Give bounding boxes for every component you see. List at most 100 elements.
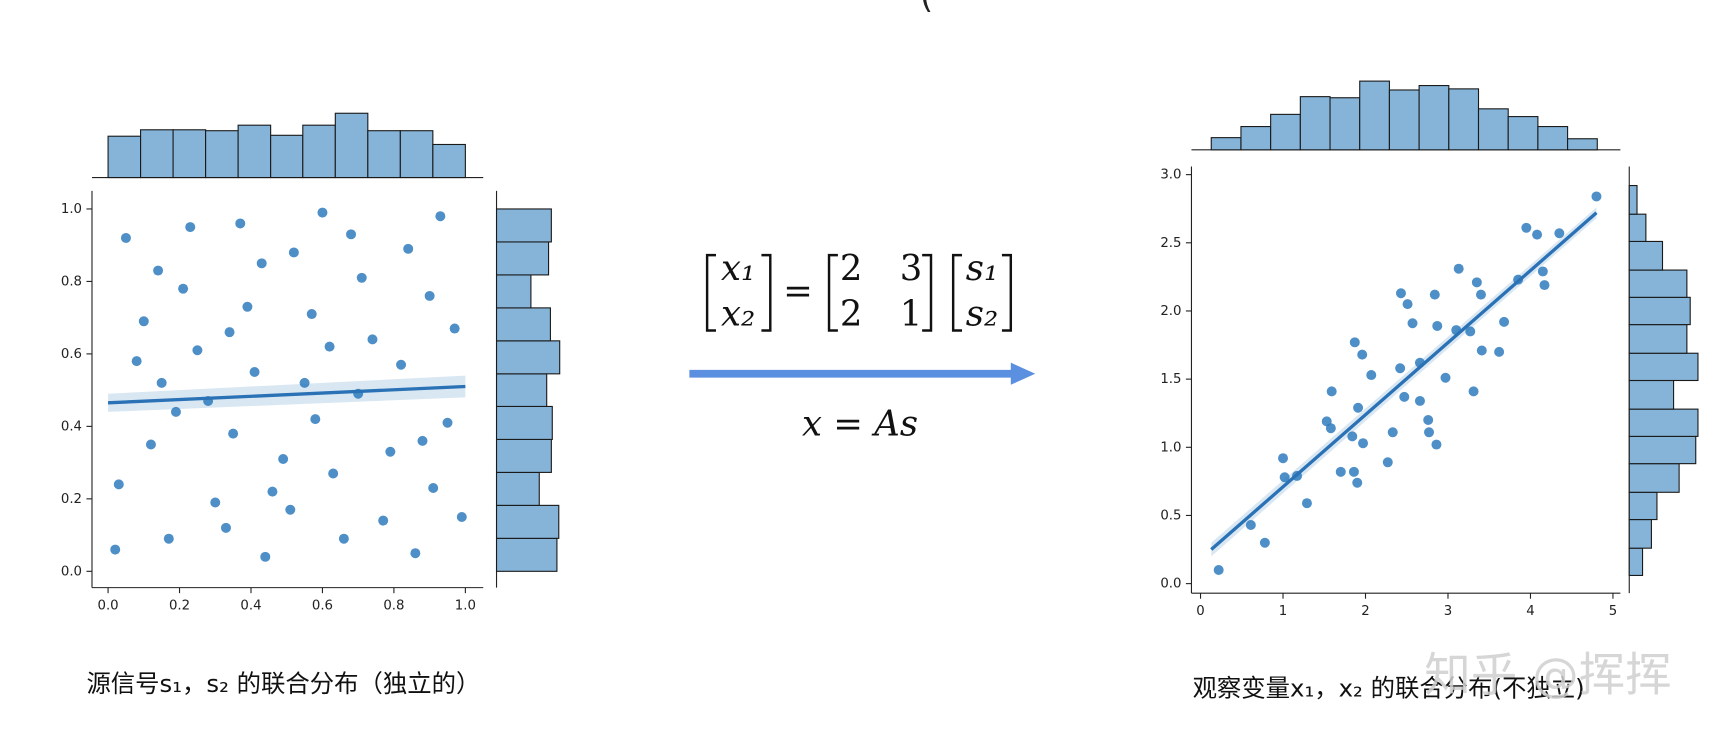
top-fragment: ( bbox=[920, 0, 933, 15]
caption: 源信号s₁，s₂ 的联合分布（独立的） bbox=[86, 669, 480, 698]
y-tick-label: 3.0 bbox=[1160, 168, 1181, 183]
bracket bbox=[1001, 253, 1013, 332]
hist-bar bbox=[1240, 126, 1272, 151]
hist-bar bbox=[1628, 463, 1680, 493]
scatter-point bbox=[1407, 318, 1418, 329]
scatter-point bbox=[1453, 263, 1464, 274]
scatter-point bbox=[1353, 402, 1364, 413]
hist-bar bbox=[1299, 96, 1331, 151]
x-tick-label: 2 bbox=[1361, 604, 1369, 619]
eq-lhs: x₂ bbox=[721, 294, 755, 335]
hist-bar bbox=[495, 471, 540, 506]
scatter-point bbox=[285, 504, 296, 515]
scatter-point bbox=[306, 309, 317, 320]
scatter-point bbox=[1476, 345, 1487, 356]
hist-bar bbox=[1477, 108, 1509, 151]
bracket bbox=[705, 253, 716, 332]
x-tick-label: 0 bbox=[1196, 604, 1204, 619]
scatter-point bbox=[120, 232, 131, 243]
scatter-point bbox=[1591, 191, 1602, 202]
eq-compact: x = As bbox=[802, 403, 918, 444]
eq-rhs: s₁ bbox=[966, 248, 998, 289]
scatter-point bbox=[1494, 346, 1505, 357]
eq-matrix-entry: 2 bbox=[840, 248, 863, 289]
scatter-point bbox=[1245, 520, 1256, 530]
eq-equals: = bbox=[783, 270, 813, 311]
scatter-point bbox=[396, 359, 407, 370]
scatter-point bbox=[1440, 372, 1451, 383]
scatter-point bbox=[260, 551, 271, 562]
scatter-point bbox=[338, 533, 349, 544]
scatter-point bbox=[1539, 280, 1550, 291]
scatter-point bbox=[220, 522, 231, 533]
bracket bbox=[922, 253, 933, 332]
eq-matrix-entry: 1 bbox=[900, 294, 923, 335]
hist-bar bbox=[1359, 80, 1390, 151]
scatter-point bbox=[1468, 386, 1479, 397]
equation bbox=[705, 253, 1013, 332]
scatter-point bbox=[346, 229, 357, 240]
scatter-point bbox=[324, 341, 335, 352]
x-tick-label: 0.6 bbox=[312, 598, 333, 613]
scatter-point bbox=[235, 218, 246, 229]
x-tick-label: 0.8 bbox=[383, 598, 404, 613]
scatter-point bbox=[278, 453, 289, 464]
bracket bbox=[761, 253, 772, 332]
scatter-point bbox=[163, 533, 174, 544]
scatter-point bbox=[1395, 363, 1406, 374]
hist-bar bbox=[1507, 116, 1539, 151]
scatter-point bbox=[456, 511, 467, 522]
scatter-point bbox=[1213, 565, 1224, 575]
scatter-point bbox=[1395, 288, 1406, 299]
bracket bbox=[951, 253, 963, 332]
y-tick-label: 0.5 bbox=[1160, 508, 1181, 523]
scatter-point bbox=[410, 548, 421, 559]
scatter-point bbox=[138, 316, 149, 327]
scatter-point bbox=[131, 356, 142, 367]
hist-bar bbox=[1628, 435, 1697, 465]
hist-bar bbox=[1388, 89, 1420, 151]
eq-matrix-entry: 3 bbox=[900, 248, 923, 289]
x-tick-label: 1 bbox=[1279, 604, 1287, 619]
scatter-point bbox=[356, 272, 367, 283]
eq-rhs: s₂ bbox=[966, 294, 998, 335]
scatter-point bbox=[1347, 431, 1358, 442]
scatter-point bbox=[328, 468, 339, 479]
scatter-point bbox=[170, 406, 181, 417]
scatter-point bbox=[1521, 222, 1532, 233]
scatter-point bbox=[1326, 386, 1337, 397]
scatter-point bbox=[1554, 228, 1565, 239]
scatter-point bbox=[435, 211, 446, 222]
scatter-point bbox=[249, 367, 260, 378]
x-tick-label: 0.2 bbox=[169, 598, 190, 613]
hist-bar bbox=[1628, 408, 1699, 437]
hist-bar bbox=[172, 129, 207, 179]
hist-bar bbox=[1210, 137, 1242, 151]
scatter-point bbox=[1431, 439, 1442, 450]
hist-bar bbox=[1628, 491, 1658, 521]
hist-bar bbox=[1628, 269, 1688, 298]
hist-bar bbox=[1270, 113, 1301, 151]
scatter-point bbox=[224, 327, 235, 338]
x-tick-label: 0.0 bbox=[97, 598, 118, 613]
hist-bar bbox=[495, 307, 551, 342]
eq-lhs: x₁ bbox=[721, 248, 755, 289]
scatter-point bbox=[1357, 349, 1368, 360]
scatter-point bbox=[1432, 320, 1443, 331]
scatter-point bbox=[1279, 472, 1290, 483]
hist-bar bbox=[1537, 126, 1569, 151]
hist-bar bbox=[399, 130, 434, 179]
y-tick-label: 0.4 bbox=[61, 419, 82, 434]
scatter-point bbox=[1475, 289, 1486, 300]
x-tick-label: 3 bbox=[1444, 604, 1452, 619]
hist-bar bbox=[495, 208, 552, 243]
scatter-point bbox=[242, 301, 253, 312]
hist-bar bbox=[495, 241, 550, 276]
scatter-point bbox=[1414, 395, 1425, 406]
scatter-point bbox=[1358, 438, 1369, 449]
x-tick-label: 4 bbox=[1526, 604, 1534, 619]
y-tick-label: 1.0 bbox=[61, 202, 82, 217]
scatter-point bbox=[1471, 277, 1482, 288]
scatter-point bbox=[288, 247, 299, 258]
y-tick-label: 2.5 bbox=[1160, 236, 1181, 251]
